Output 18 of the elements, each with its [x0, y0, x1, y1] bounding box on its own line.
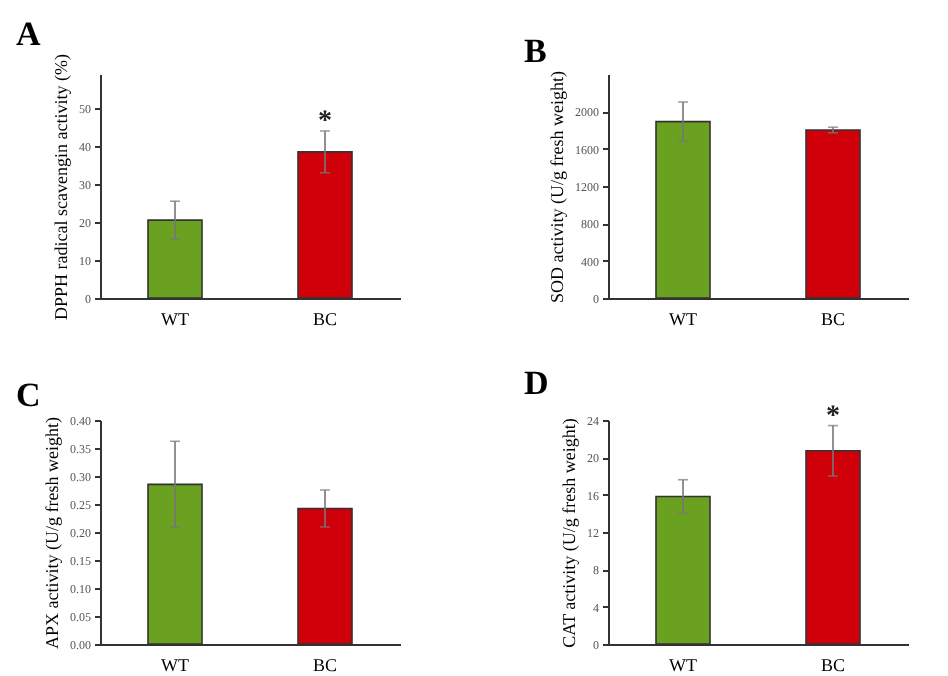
y-axis-title: SOD activity (U/g fresh weight): [547, 71, 567, 303]
chart-title: A: [16, 15, 42, 54]
x-tick-label: WT: [669, 309, 698, 329]
y-axis-title: DPPH radical scavengin activity (%): [51, 54, 71, 320]
x-tick-label: BC: [820, 655, 846, 675]
chart-title: C: [16, 376, 41, 414]
annotation: *: [826, 401, 840, 432]
y-axis-title: APX activity (U/g fresh weight): [42, 417, 62, 649]
x-tick-label: WT: [161, 309, 190, 329]
annotation: *: [318, 106, 332, 137]
chart-title: D: [524, 363, 549, 402]
chart-title: B: [524, 32, 547, 71]
x-tick-label: BC: [312, 309, 338, 329]
x-tick-label: WT: [669, 655, 698, 675]
x-tick-label: WT: [161, 655, 190, 675]
y-axis-title: CAT activity (U/g fresh weight): [559, 418, 579, 648]
x-tick-label: BC: [312, 655, 338, 675]
x-tick-label: BC: [820, 309, 846, 329]
